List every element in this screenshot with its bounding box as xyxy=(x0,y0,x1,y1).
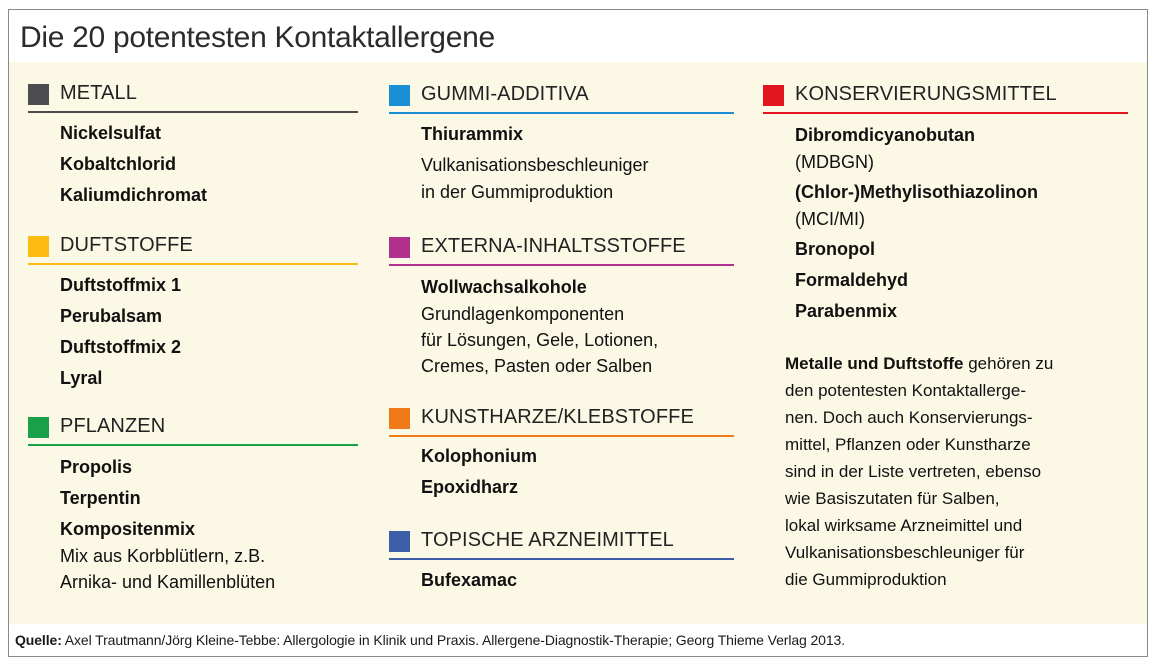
allergen-item: Perubalsam xyxy=(60,306,163,326)
source-text: Axel Trautmann/Jörg Kleine-Tebbe: Allerg… xyxy=(61,632,846,648)
allergen-item: Nickelsulfat xyxy=(60,123,162,143)
summary-line: Vulkanisationsbeschleuniger für xyxy=(785,543,1025,562)
allergen-item: Duftstoffmix 1 xyxy=(60,275,181,295)
allergen-abbreviation: (MCI/MI) xyxy=(795,209,865,229)
externa-color-square xyxy=(389,237,410,258)
allergen-item: Parabenmix xyxy=(795,301,898,321)
allergen-item: Duftstoffmix 2 xyxy=(60,337,181,357)
allergen-item: Terpentin xyxy=(60,488,141,508)
duftstoffe-color-square xyxy=(28,236,49,257)
source-bar: Quelle: Axel Trautmann/Jörg Kleine-Tebbe… xyxy=(9,624,1147,656)
category-underline xyxy=(389,264,734,266)
kunstharze-color-square xyxy=(389,408,410,429)
category-label: EXTERNA-INHALTSSTOFFE xyxy=(421,235,686,257)
allergen-note: für Lösungen, Gele, Lotionen, xyxy=(421,330,659,350)
metall-color-square xyxy=(28,84,49,105)
summary-bold: Metalle und Duftstoffe xyxy=(785,354,964,373)
summary-line-first: Metalle und Duftstoffe gehören zu xyxy=(785,350,1095,377)
summary-line: nen. Doch auch Konservierungs- xyxy=(785,408,1033,427)
summary-line: wie Basiszutaten für Salben, xyxy=(785,489,1000,508)
summary-line: mittel, Pflanzen oder Kunstharze xyxy=(785,435,1031,454)
summary-line: gehören zu xyxy=(963,354,1054,373)
summary-line: sind in der Liste vertreten, ebenso xyxy=(785,462,1042,481)
allergen-note: Cremes, Pasten oder Salben xyxy=(421,356,653,376)
category-label: METALL xyxy=(60,82,137,104)
gummi-color-square xyxy=(389,85,410,106)
category-label: TOPISCHE ARZNEIMITTEL xyxy=(421,529,674,551)
allergen-item: Epoxidharz xyxy=(421,477,519,497)
allergen-item: Kobaltchlorid xyxy=(60,154,176,174)
page-title: Die 20 potentesten Kontaktallergene xyxy=(20,21,495,54)
category-label: KUNSTHARZE/KLEBSTOFFE xyxy=(421,406,694,428)
infographic-frame: Die 20 potentesten Kontaktallergene Quel… xyxy=(8,9,1148,657)
category-underline xyxy=(763,112,1128,114)
category-underline xyxy=(28,111,358,113)
summary-line: den potentesten Kontaktallerge- xyxy=(785,381,1027,400)
title-bar: Die 20 potentesten Kontaktallergene xyxy=(9,10,1147,62)
summary-line: die Gummiproduktion xyxy=(785,570,947,589)
summary-paragraph: Metalle und Duftstoffe gehören zu den po… xyxy=(785,350,1095,593)
pflanzen-color-square xyxy=(28,417,49,438)
allergen-note: Grundlagenkomponenten xyxy=(421,304,625,324)
allergen-item: Formaldehyd xyxy=(795,270,909,290)
konservierung-color-square xyxy=(763,85,784,106)
allergen-item: Bufexamac xyxy=(421,570,518,590)
allergen-note: in der Gummiproduktion xyxy=(421,182,614,202)
allergen-item: (Chlor-)Methylisothiazolinon xyxy=(795,182,1038,202)
category-label: KONSERVIERUNGSMITTEL xyxy=(795,83,1057,105)
allergen-note: Arnika- und Kamillenblüten xyxy=(60,572,276,592)
category-label: GUMMI-ADDITIVA xyxy=(421,83,589,105)
allergen-abbreviation: (MDBGN) xyxy=(795,152,874,172)
source-label: Quelle: xyxy=(15,632,62,648)
allergen-item: Kolophonium xyxy=(421,446,537,466)
category-underline xyxy=(389,435,734,437)
allergen-item: Kaliumdichromat xyxy=(60,185,208,205)
allergen-item: Kompositenmix xyxy=(60,519,196,539)
category-underline xyxy=(389,558,734,560)
category-underline xyxy=(389,112,734,114)
category-underline xyxy=(28,263,358,265)
category-label: DUFTSTOFFE xyxy=(60,234,193,256)
allergen-item: Bronopol xyxy=(795,239,875,259)
allergen-item: Dibromdicyanobutan xyxy=(795,125,976,145)
allergen-item: Wollwachsalkohole xyxy=(421,277,587,297)
allergen-item: Lyral xyxy=(60,368,103,388)
category-underline xyxy=(28,444,358,446)
allergen-note: Vulkanisationsbeschleuniger xyxy=(421,155,649,175)
allergen-note: Mix aus Korbblütlern, z.B. xyxy=(60,546,266,566)
allergen-item: Propolis xyxy=(60,457,133,477)
source-citation: Quelle: Axel Trautmann/Jörg Kleine-Tebbe… xyxy=(15,632,845,648)
summary-line: lokal wirksame Arzneimittel und xyxy=(785,516,1023,535)
category-label: PFLANZEN xyxy=(60,415,166,437)
topische-color-square xyxy=(389,531,410,552)
allergen-item: Thiurammix xyxy=(421,124,524,144)
